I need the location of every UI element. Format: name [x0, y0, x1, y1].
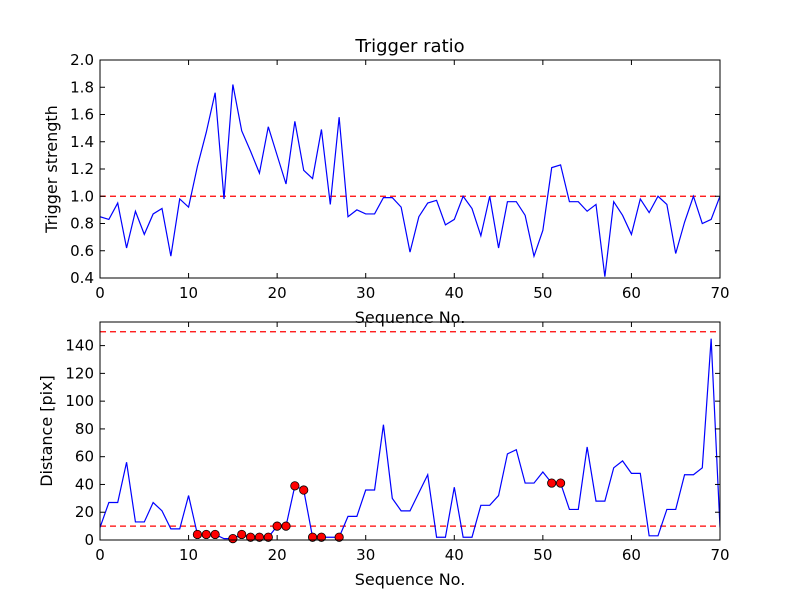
x-tick-label: 30 [356, 546, 375, 564]
x-axis-label: Sequence No. [355, 570, 466, 589]
y-tick-label: 1.8 [70, 78, 94, 96]
y-tick-label: 80 [75, 420, 94, 438]
y-tick-label: 20 [75, 503, 94, 521]
highlight-marker [228, 534, 238, 544]
highlight-marker [299, 485, 309, 495]
x-tick-label: 0 [95, 284, 105, 302]
y-tick-label: 1.4 [70, 133, 94, 151]
chart-title: Trigger ratio [354, 36, 464, 57]
y-tick-label: 1.2 [70, 160, 94, 178]
y-tick-label: 40 [75, 475, 94, 493]
y-tick-label: 0.6 [70, 242, 94, 260]
x-tick-label: 50 [533, 284, 552, 302]
series-line [100, 84, 720, 277]
x-tick-label: 70 [710, 284, 729, 302]
y-tick-label: 100 [65, 392, 94, 410]
x-tick-label: 20 [268, 284, 287, 302]
y-tick-label: 120 [65, 364, 94, 382]
x-tick-label: 10 [179, 546, 198, 564]
x-tick-label: 0 [95, 546, 105, 564]
x-tick-label: 40 [445, 284, 464, 302]
x-tick-label: 30 [356, 284, 375, 302]
highlight-marker [254, 532, 265, 542]
highlight-marker [307, 532, 318, 542]
x-tick-label: 20 [268, 546, 287, 564]
highlight-marker [281, 521, 291, 531]
highlight-marker [192, 529, 203, 540]
x-axis-label: Sequence No. [355, 308, 466, 327]
highlight-marker [555, 478, 566, 488]
highlight-marker [547, 478, 557, 488]
highlight-marker [237, 529, 247, 540]
y-tick-label: 140 [65, 337, 94, 355]
y-tick-label: 0 [84, 531, 94, 549]
axes-frame [99, 321, 721, 541]
distance-chart: 0 10 20 30 40 50 60 70 0 20 40 60 80 100 120 140 Sequenc… [37, 321, 730, 589]
highlight-marker [272, 521, 282, 531]
highlight-marker [245, 532, 256, 542]
y-axis-label: Trigger strength [42, 105, 61, 234]
x-tick-label: 70 [710, 546, 729, 564]
y-tick-label: 1.6 [70, 106, 94, 124]
highlight-marker [334, 532, 344, 542]
x-tick-label: 60 [622, 284, 641, 302]
x-tick-label: 50 [533, 546, 552, 564]
highlight-marker [316, 532, 327, 542]
y-axis-label: Distance [pix] [37, 375, 56, 487]
y-tick-label: 0.4 [70, 269, 94, 287]
x-tick-label: 40 [445, 546, 464, 564]
y-tick-label: 0.8 [70, 215, 94, 233]
highlight-marker [263, 532, 273, 542]
highlight-marker [201, 529, 211, 540]
y-tick-label: 60 [75, 448, 94, 466]
y-tick-label: 1.0 [70, 187, 94, 205]
y-tick-label: 2.0 [70, 51, 94, 69]
highlight-marker [210, 529, 220, 540]
highlight-marker [290, 481, 300, 491]
x-tick-label: 60 [622, 546, 641, 564]
x-tick-label: 10 [179, 284, 198, 302]
